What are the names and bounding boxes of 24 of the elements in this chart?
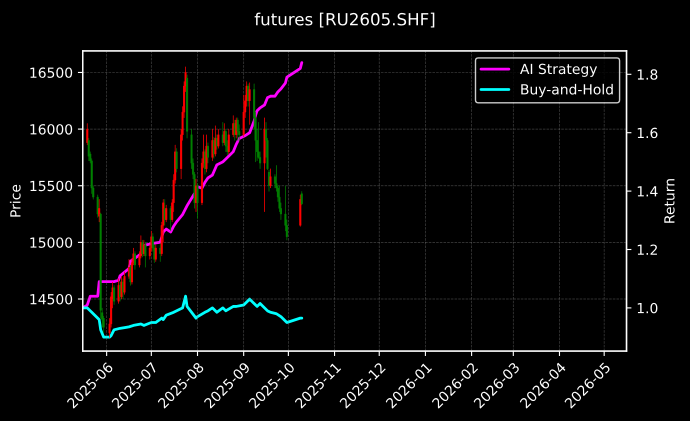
candlestick xyxy=(186,74,188,138)
candlestick xyxy=(122,278,124,300)
legend-label: Buy-and-Hold xyxy=(521,84,613,98)
chart-title: futures [RU2605.SHF] xyxy=(254,12,434,28)
candlestick xyxy=(86,123,88,146)
legend-label: AI Strategy xyxy=(520,64,598,77)
y-axis-title: Price xyxy=(10,184,21,217)
y-tick-label: 15000 xyxy=(30,237,72,248)
y-tick-label: 16000 xyxy=(30,124,72,135)
y2-tick-label: 1.0 xyxy=(638,302,658,314)
candlestick xyxy=(98,199,100,222)
y2-tick-label: 1.4 xyxy=(638,186,658,196)
y-tick-label: 16500 xyxy=(30,67,72,78)
candlestick xyxy=(299,194,302,227)
y2-axis-title: Return xyxy=(664,179,675,223)
candlestick xyxy=(248,82,251,125)
y-tick-label: 14500 xyxy=(30,294,72,304)
y-tick-label: 15500 xyxy=(30,180,72,192)
line-series xyxy=(82,294,304,338)
y2-tick-label: 1.6 xyxy=(638,128,658,138)
candlestick xyxy=(176,148,178,172)
y2-tick-label: 1.2 xyxy=(638,244,657,255)
candlestick xyxy=(113,285,116,305)
y2-tick-label: 1.8 xyxy=(638,69,658,80)
